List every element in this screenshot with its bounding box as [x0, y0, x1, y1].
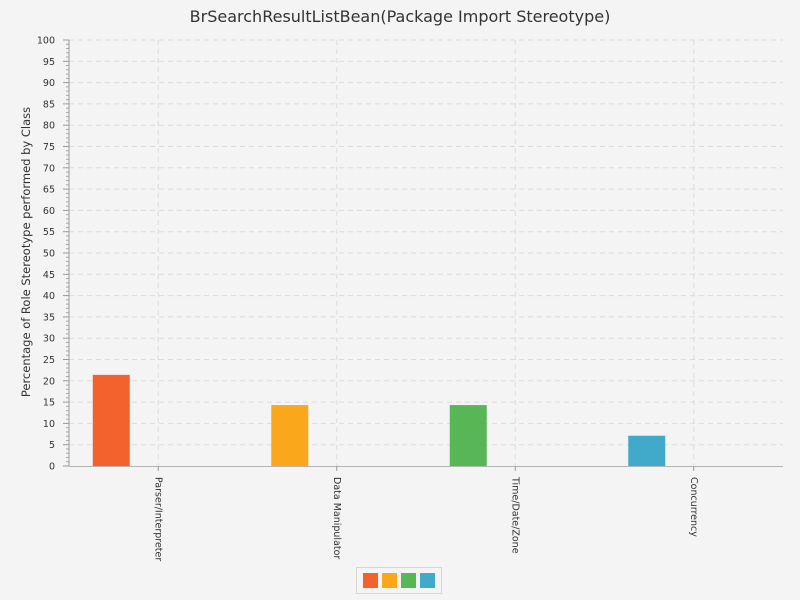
y-tick-label: 95 [43, 57, 55, 68]
y-tick-label: 85 [43, 99, 55, 110]
y-tick-label: 50 [43, 249, 55, 260]
y-tick-label: 80 [43, 121, 55, 132]
y-tick-label: 90 [43, 78, 55, 89]
bar-3 [628, 435, 666, 466]
y-tick-label: 0 [49, 462, 55, 473]
y-tick-label: 35 [43, 312, 55, 323]
y-tick-label: 55 [43, 227, 55, 238]
bar-1 [271, 405, 309, 466]
y-tick-label: 20 [43, 376, 55, 387]
chart-title: BrSearchResultListBean(Package Import St… [189, 7, 611, 26]
bar-2 [449, 405, 487, 466]
y-tick-label: 30 [43, 334, 55, 345]
tick-labels: 0 5 10 15 20 25 30 35 40 45 50 55 60 65 70 75 80 85 90 95 10… [37, 36, 699, 562]
bar-0 [92, 374, 130, 466]
y-tick-label: 70 [43, 163, 55, 174]
axes [63, 39, 783, 471]
y-tick-label: 65 [43, 185, 55, 196]
legend-swatch-0 [363, 573, 378, 588]
y-tick-label: 100 [37, 36, 55, 47]
y-tick-label: 75 [43, 142, 55, 153]
y-tick-label: 5 [49, 440, 55, 451]
legend-swatch-2 [401, 573, 416, 588]
y-tick-label: 10 [43, 419, 55, 430]
legend-swatch-3 [420, 573, 435, 588]
x-tick-label: Data Manipulator [331, 477, 342, 559]
grid-lines [69, 39, 783, 466]
y-tick-label: 40 [43, 291, 55, 302]
y-tick-label: 60 [43, 206, 55, 217]
y-tick-label: 45 [43, 270, 55, 281]
x-tick-label: Time/Date/Zone [509, 476, 520, 554]
bars [92, 374, 666, 466]
legend-swatch-1 [382, 573, 397, 588]
y-tick-label: 25 [43, 355, 55, 366]
x-tick-label: Concurrency [688, 477, 699, 537]
x-tick-label: Parser/Interpreter [152, 477, 163, 561]
y-tick-label: 15 [43, 398, 55, 409]
legend [356, 567, 442, 594]
